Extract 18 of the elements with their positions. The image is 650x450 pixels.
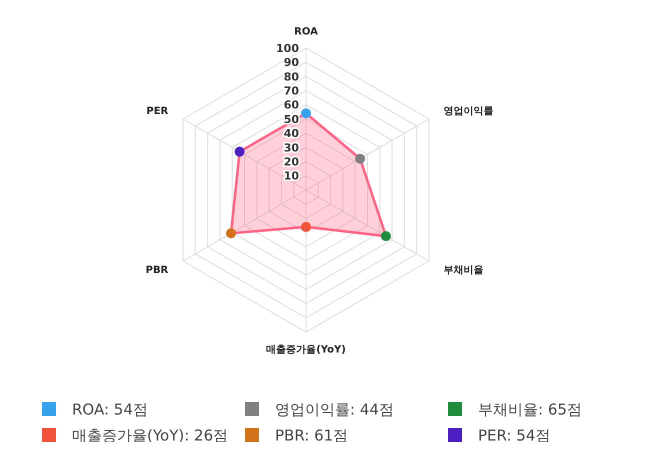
y-tick-label: 10 xyxy=(284,170,300,183)
y-tick-label: 30 xyxy=(284,141,300,154)
y-tick-label: 40 xyxy=(284,127,300,140)
spoke-label: ROA xyxy=(294,26,318,38)
spoke-label: 영업이익률 xyxy=(444,106,494,117)
y-tick-label: 90 xyxy=(284,56,300,70)
y-tick-label: 20 xyxy=(284,155,300,168)
spoke-label: 부채비율 xyxy=(444,265,484,276)
y-tick-label: 80 xyxy=(284,70,300,84)
text: 영업이익률: 44점 xyxy=(275,400,394,418)
text: 부채비율: 65점 xyxy=(478,400,582,418)
text: ROA: 54점 xyxy=(72,400,148,418)
spoke-label: PER xyxy=(146,106,169,117)
spoke-label: 매출증가율(YoY) xyxy=(266,344,346,356)
spoke-label: PBR xyxy=(146,265,169,276)
y-tick-label: 60 xyxy=(284,98,300,112)
y-tick-label: 70 xyxy=(284,84,300,98)
y-tick-label: 100 xyxy=(276,42,300,55)
